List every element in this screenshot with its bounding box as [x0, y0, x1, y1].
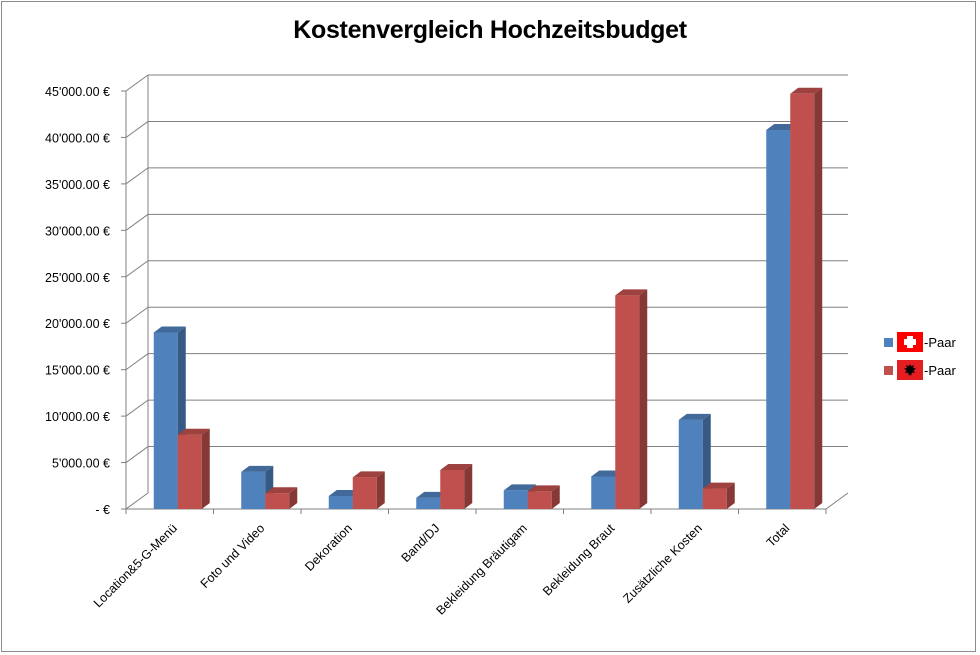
- bar: [440, 463, 473, 509]
- gridline-side: [125, 446, 149, 463]
- gridline-side: [125, 121, 149, 138]
- legend-item-albanian-couple: -Paar: [884, 356, 956, 384]
- gridline-side: [125, 353, 149, 371]
- x-category-label: Foto und Video: [198, 521, 268, 591]
- bar: [615, 289, 648, 509]
- albania-flag-icon: [897, 360, 923, 380]
- y-axis-tick-labels: - € 5'000.00 € 10'000.00 € 15'000.00 € 20'00…: [45, 85, 110, 517]
- x-category-label: Dekoration: [302, 521, 355, 574]
- x-category-label: Bekleidung Bräutigam: [433, 521, 529, 617]
- gridline-side: [125, 74, 149, 92]
- y-tick-label: 10'000.00 €: [45, 410, 110, 424]
- y-tick-label: 25'000.00 €: [45, 271, 110, 285]
- bars: [153, 87, 823, 509]
- y-tick-label: 35'000.00 €: [45, 178, 110, 192]
- x-category-label: Total: [764, 521, 793, 550]
- x-category-label: Location&5-G-Menü: [91, 521, 180, 610]
- bar: [177, 428, 210, 509]
- x-category-label: Band/DJ: [399, 521, 443, 565]
- gridline-side: [125, 167, 149, 185]
- y-tick-label: 45'000.00 €: [45, 85, 110, 99]
- x-category-label: Zusätzliche Kosten: [620, 521, 705, 606]
- gridline-side: [125, 399, 149, 417]
- bar: [265, 487, 298, 509]
- legend: -Paar -Paar: [884, 328, 956, 384]
- gridline-side: [125, 306, 149, 324]
- legend-item-swiss-couple: -Paar: [884, 328, 956, 356]
- x-axis-category-labels: Location&5-G-Menü Foto und Video Dekoratio…: [91, 521, 793, 618]
- y-tick-label: 5'000.00 €: [52, 457, 110, 471]
- y-tick-label: 30'000.00 €: [45, 224, 110, 238]
- y-tick-label: 15'000.00 €: [45, 364, 110, 378]
- legend-swatch-blue: [884, 337, 893, 347]
- gridline-side: [125, 260, 149, 278]
- switzerland-flag-icon: [897, 332, 923, 352]
- legend-label-swiss: -Paar: [924, 334, 956, 350]
- bar: [352, 471, 385, 509]
- y-tick-label: 40'000.00 €: [45, 131, 110, 145]
- x-category-label: Bekleidung Braut: [540, 521, 618, 599]
- legend-swatch-red: [884, 365, 893, 375]
- bar: [790, 87, 823, 509]
- chart-title: Kostenvergleich Hochzeitsbudget: [293, 16, 687, 44]
- gridline-side: [125, 213, 149, 231]
- legend-label-albanian: -Paar: [924, 362, 956, 378]
- gridlines: [121, 74, 848, 514]
- chart-walls: [125, 75, 849, 510]
- y-tick-label: - €: [95, 503, 110, 517]
- bar: [702, 482, 735, 509]
- y-tick-label: 20'000.00 €: [45, 317, 110, 331]
- double-headed-eagle-icon: [904, 364, 916, 376]
- bar: [527, 485, 560, 509]
